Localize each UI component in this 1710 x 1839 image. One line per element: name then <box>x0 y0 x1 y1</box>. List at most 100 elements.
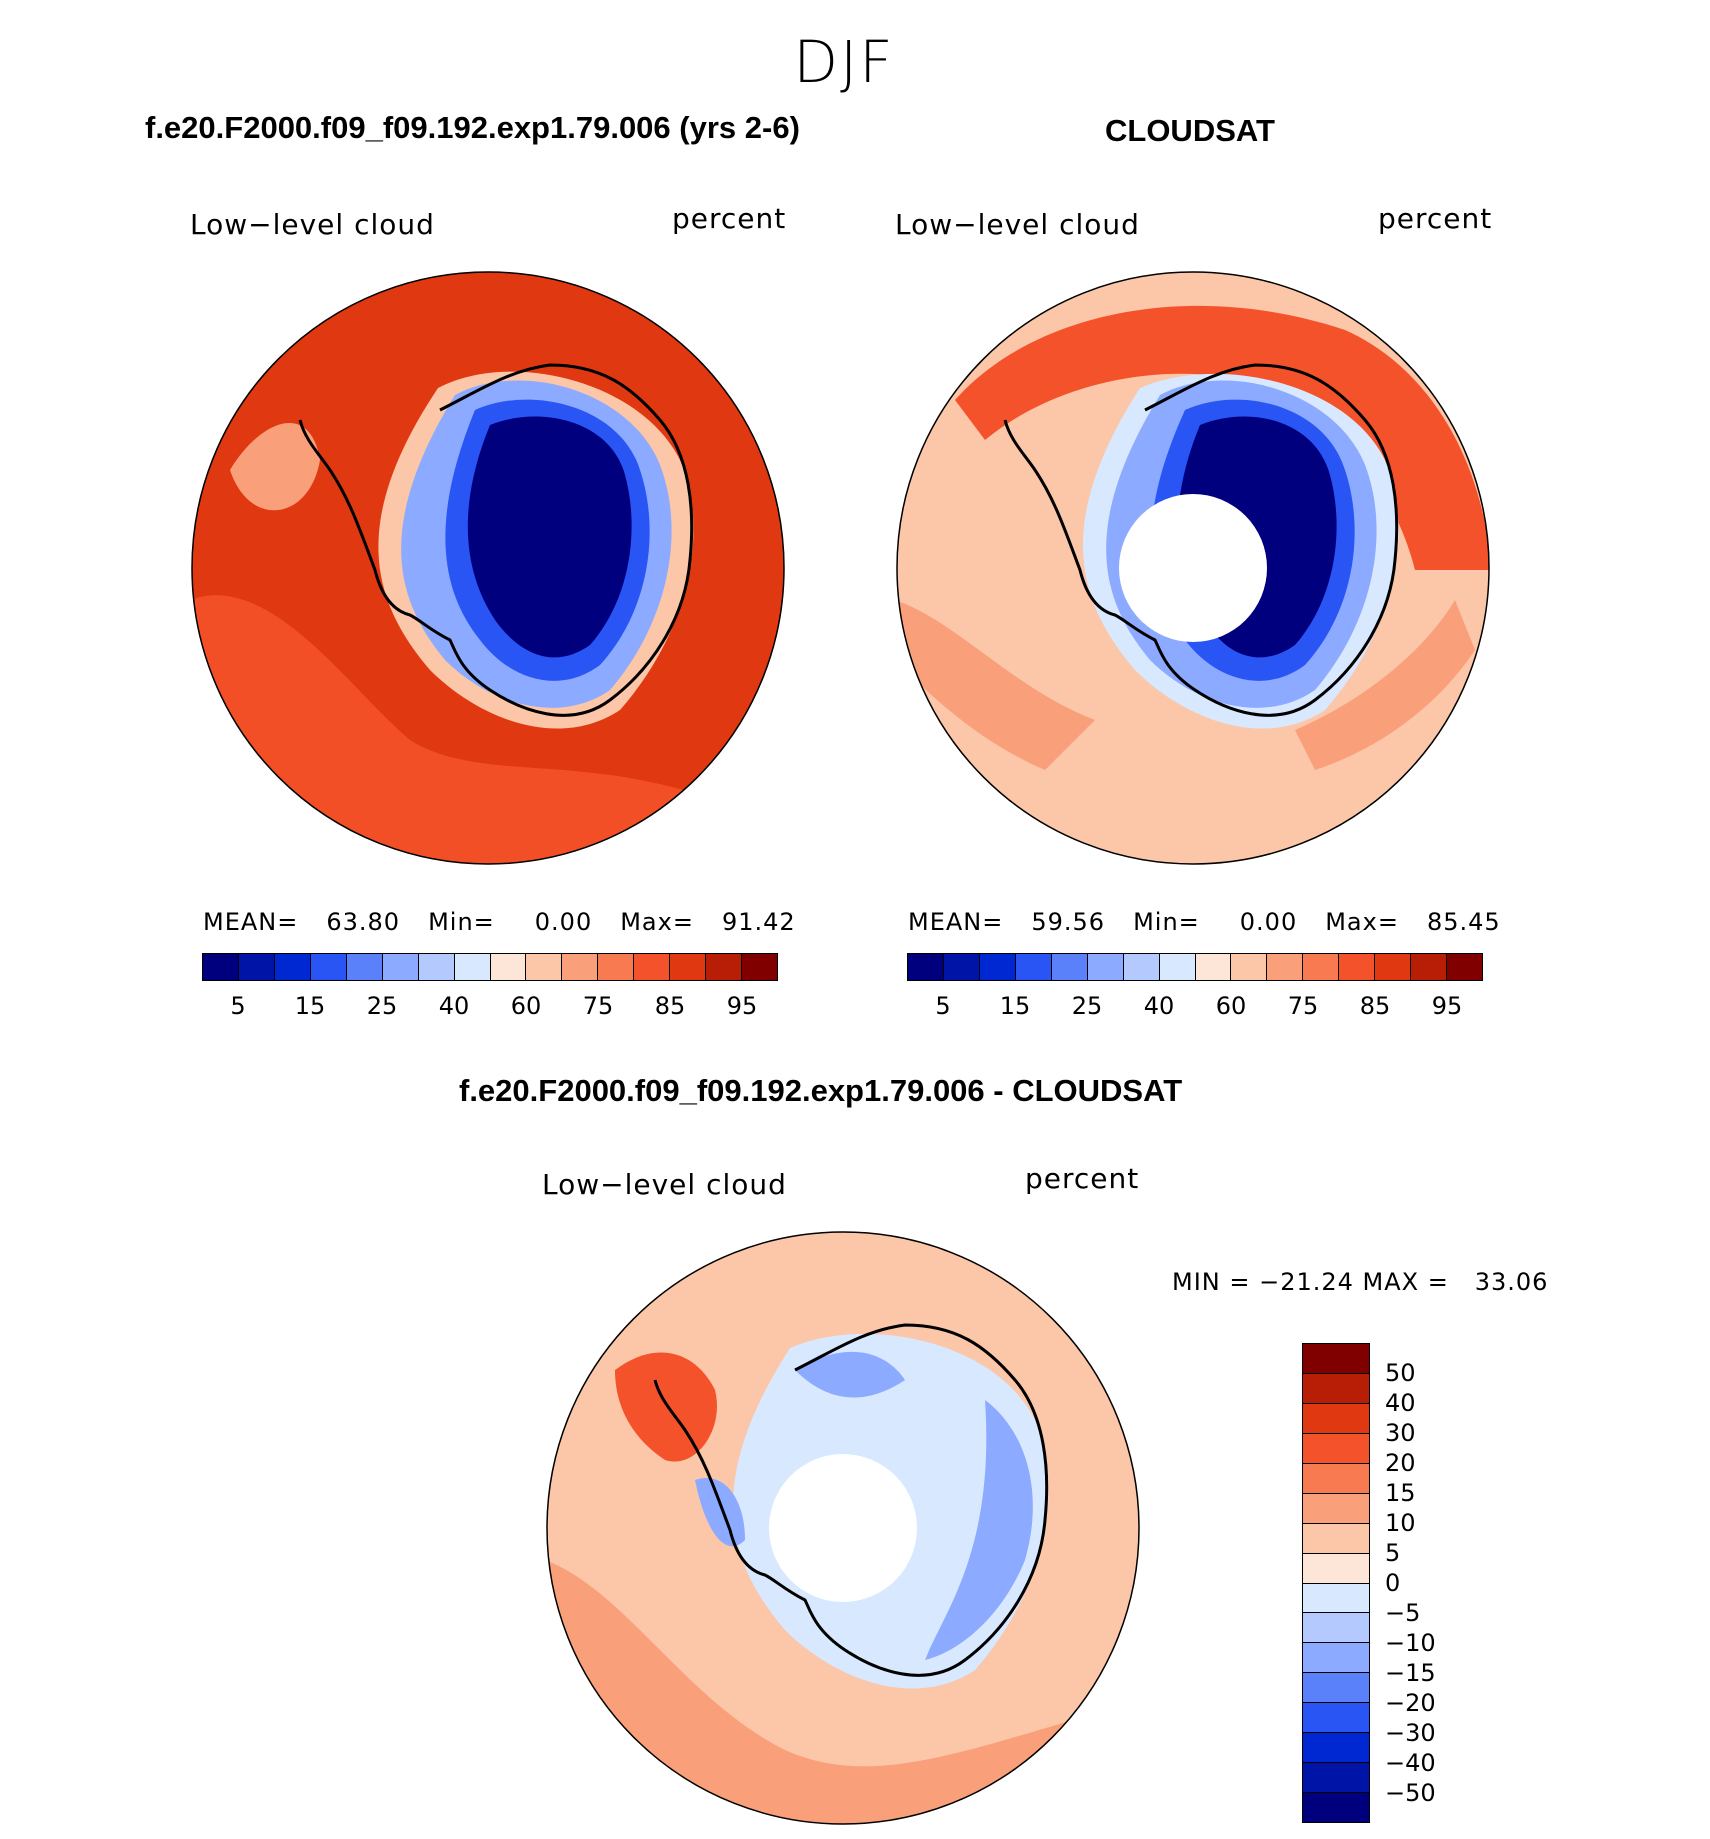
diff-colorbar-swatch <box>1303 1433 1369 1464</box>
obs-panel-title: CLOUDSAT <box>1105 113 1275 148</box>
model-colorbar-ticks: 5 15 25 40 60 75 85 95 <box>202 992 778 1022</box>
diff-variable-label: Low−level cloud <box>542 1168 787 1201</box>
diff-minmax: MIN = −21.24 MAX = 33.06 <box>1172 1268 1549 1296</box>
model-colorbar-tick-label: 5 <box>230 992 246 1020</box>
obs-colorbar-tick-label: 5 <box>935 992 951 1020</box>
obs-min-value: 0.00 <box>1239 908 1298 936</box>
diff-colorbar-tick-label: −30 <box>1385 1719 1436 1747</box>
obs-colorbar-swatch <box>1411 954 1448 980</box>
obs-colorbar-tick-label: 40 <box>1143 992 1175 1020</box>
obs-colorbar-ticks: 5 15 25 40 60 75 85 95 <box>907 992 1483 1022</box>
obs-colorbar-tick-label: 85 <box>1359 992 1391 1020</box>
obs-colorbar-swatch <box>1159 954 1196 980</box>
model-colorbar-tick-label: 15 <box>294 992 326 1020</box>
diff-colorbar-swatch <box>1303 1373 1369 1404</box>
obs-colorbar-tick-label: 25 <box>1071 992 1103 1020</box>
model-colorbar-swatch <box>706 954 743 980</box>
model-colorbar-tick-label: 75 <box>582 992 614 1020</box>
model-panel-title: f.e20.F2000.f09_f09.192.exp1.79.006 (yrs… <box>145 110 800 145</box>
obs-colorbar-swatch <box>1375 954 1412 980</box>
diff-colorbar-tick-label: −20 <box>1385 1689 1436 1717</box>
model-variable-label: Low−level cloud <box>190 208 435 241</box>
obs-colorbar-swatch <box>1051 954 1088 980</box>
obs-colorbar-swatch <box>1195 954 1232 980</box>
diff-colorbar-swatch <box>1303 1463 1369 1494</box>
obs-colorbar-swatch <box>979 954 1016 980</box>
model-stats: MEAN= 63.80 Min= 0.00 Max= 91.42 <box>203 908 796 936</box>
model-colorbar-tick-label: 85 <box>654 992 686 1020</box>
diff-colorbar-tick-label: 10 <box>1385 1509 1416 1537</box>
diff-colorbar-swatch <box>1303 1643 1369 1674</box>
obs-colorbar-swatch <box>943 954 980 980</box>
model-colorbar-tick-label: 40 <box>438 992 470 1020</box>
obs-units-label: percent <box>1378 202 1493 235</box>
diff-colorbar-tick-label: 40 <box>1385 1389 1416 1417</box>
model-colorbar-swatch <box>454 954 491 980</box>
diff-colorbar-swatch <box>1303 1523 1369 1554</box>
obs-max-value: 85.45 <box>1426 908 1501 936</box>
model-colorbar-tick-label: 95 <box>726 992 758 1020</box>
model-colorbar-swatch <box>310 954 347 980</box>
diff-polar-map <box>546 1231 1140 1825</box>
model-colorbar-swatch <box>634 954 671 980</box>
obs-mean-value: 59.56 <box>1031 908 1106 936</box>
diff-colorbar-tick-label: 15 <box>1385 1479 1416 1507</box>
obs-colorbar <box>907 953 1483 981</box>
diff-colorbar-swatch <box>1303 1733 1369 1764</box>
obs-mean-label: MEAN= <box>908 908 1004 936</box>
obs-colorbar-swatch <box>908 954 944 980</box>
diff-colorbar-tick-label: 30 <box>1385 1419 1416 1447</box>
model-mean-label: MEAN= <box>203 908 299 936</box>
diff-colorbar <box>1302 1343 1370 1823</box>
model-min-value: 0.00 <box>534 908 593 936</box>
model-colorbar-swatch <box>382 954 419 980</box>
obs-colorbar-swatch <box>1015 954 1052 980</box>
diff-colorbar-swatch <box>1303 1493 1369 1524</box>
model-colorbar <box>202 953 778 981</box>
model-colorbar-swatch <box>346 954 383 980</box>
diff-colorbar-swatch <box>1303 1344 1369 1374</box>
model-colorbar-swatch <box>490 954 527 980</box>
model-units-label: percent <box>672 202 787 235</box>
diff-colorbar-swatch <box>1303 1583 1369 1614</box>
obs-colorbar-swatch <box>1123 954 1160 980</box>
diff-colorbar-tick-label: 50 <box>1385 1359 1416 1387</box>
obs-max-label: Max= <box>1325 908 1399 936</box>
model-colorbar-swatch <box>203 954 239 980</box>
obs-min-label: Min= <box>1133 908 1200 936</box>
obs-colorbar-swatch <box>1231 954 1268 980</box>
diff-colorbar-ticks: 50 40 30 20 15 10 5 0 −5 −10 −15 −20 −30 −40 −50 <box>1385 1343 1505 1823</box>
diff-colorbar-tick-label: 5 <box>1385 1539 1401 1567</box>
diff-colorbar-swatch <box>1303 1673 1369 1704</box>
diff-colorbar-swatch <box>1303 1763 1369 1794</box>
model-mean-value: 63.80 <box>326 908 401 936</box>
model-colorbar-swatch <box>274 954 311 980</box>
season-title: DJF <box>793 28 895 96</box>
obs-colorbar-tick-label: 60 <box>1215 992 1247 1020</box>
obs-colorbar-swatch <box>1303 954 1340 980</box>
obs-colorbar-swatch <box>1339 954 1376 980</box>
obs-variable-label: Low−level cloud <box>895 208 1140 241</box>
diff-colorbar-tick-label: 20 <box>1385 1449 1416 1477</box>
diff-panel-title: f.e20.F2000.f09_f09.192.exp1.79.006 - CL… <box>459 1073 1183 1108</box>
model-max-value: 91.42 <box>721 908 796 936</box>
diff-colorbar-swatch <box>1303 1553 1369 1584</box>
diff-colorbar-swatch <box>1303 1613 1369 1644</box>
model-colorbar-swatch <box>238 954 275 980</box>
obs-colorbar-swatch <box>1087 954 1124 980</box>
diff-colorbar-tick-label: −15 <box>1385 1659 1436 1687</box>
obs-polar-map <box>896 271 1490 865</box>
model-polar-map <box>191 271 785 865</box>
diff-colorbar-swatch <box>1303 1703 1369 1734</box>
diff-colorbar-tick-label: −50 <box>1385 1779 1436 1807</box>
obs-colorbar-tick-label: 95 <box>1431 992 1463 1020</box>
obs-colorbar-swatch <box>1267 954 1304 980</box>
model-colorbar-swatch <box>742 954 777 980</box>
model-max-label: Max= <box>620 908 694 936</box>
model-colorbar-swatch <box>526 954 563 980</box>
diff-colorbar-tick-label: −5 <box>1385 1599 1421 1627</box>
diff-colorbar-swatch <box>1303 1403 1369 1434</box>
diff-colorbar-swatch <box>1303 1793 1369 1822</box>
diff-units-label: percent <box>1025 1162 1140 1195</box>
model-colorbar-swatch <box>598 954 635 980</box>
